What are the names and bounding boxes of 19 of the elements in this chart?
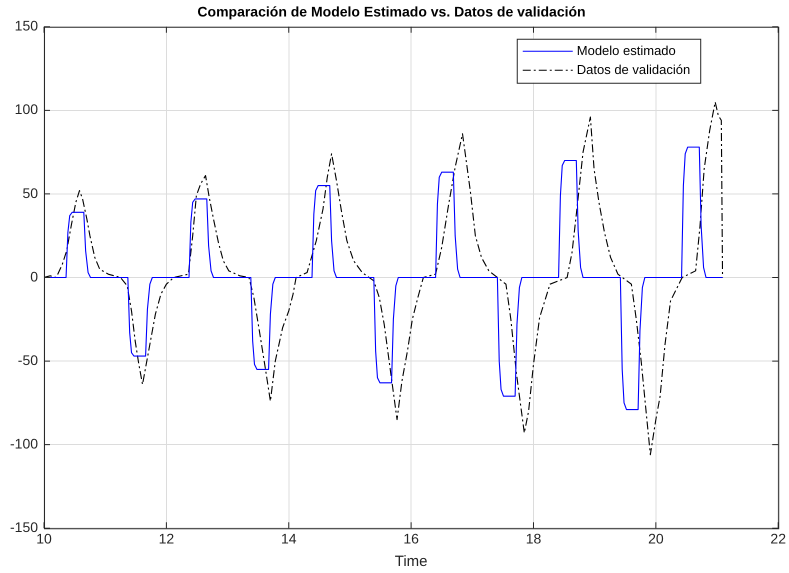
x-axis-title: Time [394,553,428,570]
chart-title: Comparación de Modelo Estimado vs. Datos de validación [197,3,586,20]
legend-label: Datos de validación [576,62,690,77]
x-tick-label: 18 [526,530,542,546]
legend-label: Modelo estimado [576,42,676,58]
y-tick-label: -100 [10,435,38,452]
y-tick-label: -50 [18,352,38,368]
y-tick-label: -150 [10,519,38,536]
y-tick-label: 50 [22,184,38,201]
x-tick-label: 16 [403,530,420,546]
x-tick-label: 22 [770,530,786,546]
y-tick-label: 150 [14,18,38,34]
line-series [44,101,724,456]
y-tick-label: 0 [30,268,38,284]
y-tick-label: 100 [14,101,38,118]
x-tick-label: 12 [158,530,174,546]
x-tick-label: 10 [36,530,52,546]
x-tick-label: 14 [280,530,297,546]
x-tick-label: 20 [648,530,664,546]
